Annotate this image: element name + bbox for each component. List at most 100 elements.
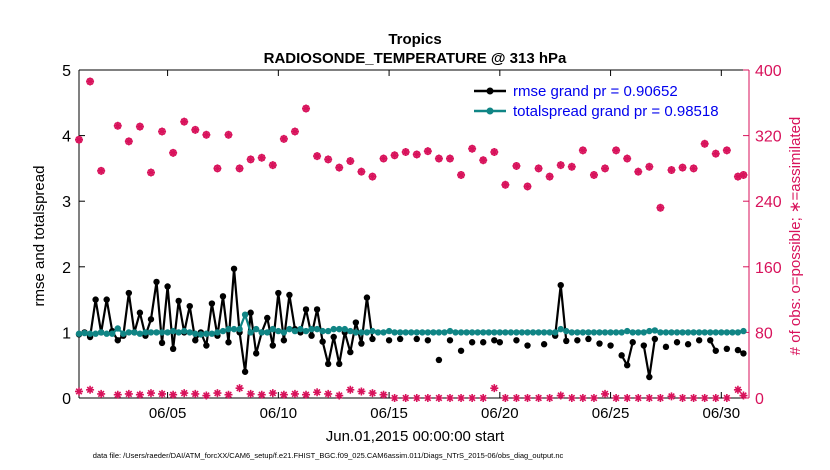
rmse-point	[208, 300, 216, 307]
rmse-point	[347, 348, 354, 356]
rmse-point	[673, 339, 681, 346]
rmse-point	[203, 342, 210, 349]
x-axis-ticks: 06/05 06/10 06/15 06/20 06/25 06/30	[149, 70, 740, 422]
totalspread-point	[169, 327, 177, 335]
y-right-tick-label: 160	[755, 260, 782, 277]
legend-spread-label: totalspread grand pr = 0.98518	[513, 103, 719, 120]
obs-assimilated-point	[689, 164, 698, 173]
totalspread-point	[491, 329, 498, 336]
obs-assimilated-point	[711, 149, 720, 158]
obs-assimilated-count-point	[346, 385, 355, 394]
obs-assimilated-count-point	[169, 390, 178, 399]
totalspread-point	[446, 327, 454, 335]
left-axis-ticks: 0 1 2 3 4 5	[62, 63, 85, 408]
totalspread-point	[286, 325, 293, 333]
y-left-tick-label: 1	[62, 325, 71, 342]
obs-assimilated-count-point	[645, 394, 654, 402]
obs-assimilated-point	[135, 122, 144, 131]
obs-assimilated-count-point	[733, 385, 742, 394]
obs-assimilated-count-point	[656, 394, 665, 402]
totalspread-point	[175, 329, 182, 336]
obs-assimilated-count-point	[324, 389, 333, 398]
totalspread-point	[684, 329, 692, 336]
y-left-tick-label: 2	[62, 260, 71, 277]
totalspread-point	[513, 329, 520, 336]
totalspread-point	[297, 325, 304, 333]
totalspread-point	[480, 329, 487, 336]
rmse-point	[153, 278, 160, 286]
rmse-point	[524, 342, 531, 349]
totalspread-point	[557, 325, 564, 333]
rmse-point	[446, 337, 454, 344]
obs-assimilated-point	[390, 151, 399, 160]
x-axis-label: Jun.01,2015 00:00:00 start	[326, 428, 505, 445]
obs-assimilated-point	[213, 164, 222, 173]
y-right-tick-label: 80	[755, 325, 773, 342]
totalspread-point	[551, 329, 559, 336]
totalspread-point	[623, 327, 631, 335]
rmse-point	[707, 337, 714, 344]
obs-assimilated-count-point	[445, 394, 454, 402]
rmse-point	[158, 339, 166, 347]
rmse-point	[313, 306, 321, 313]
totalspread-point	[313, 325, 321, 333]
rmse-point	[640, 342, 647, 349]
totalspread-point	[695, 329, 703, 336]
rmse-point	[252, 350, 260, 357]
totalspread-point	[341, 325, 348, 333]
totalspread-point	[330, 325, 337, 333]
obs-assimilated-point	[589, 170, 598, 179]
totalspread-point	[369, 327, 376, 335]
obs-assimilated-point	[246, 155, 255, 164]
rmse-point	[192, 337, 199, 344]
totalspread-point	[673, 329, 681, 336]
obs-assimilated-count-point	[490, 384, 499, 393]
obs-assimilated-point	[700, 139, 709, 148]
totalspread-point	[391, 329, 398, 336]
rmse-point	[629, 339, 636, 346]
obs-assimilated-count-point	[290, 389, 299, 398]
rmse-point	[574, 337, 581, 344]
obs-assimilated-point	[202, 130, 211, 139]
rmse-point	[435, 356, 443, 364]
totalspread-point	[308, 325, 315, 333]
rmse-point	[513, 337, 520, 344]
legend-rmse-label: rmse grand pr = 0.90652	[513, 83, 678, 100]
rmse-point	[324, 360, 332, 368]
totalspread-point	[452, 329, 459, 336]
obs-assimilated-count-point	[158, 389, 167, 398]
totalspread-point	[114, 325, 121, 332]
totalspread-point	[264, 329, 271, 336]
right-axis-ticks: 0 80 160 240 320 400	[743, 63, 782, 408]
totalspread-point	[396, 329, 404, 336]
totalspread-point	[203, 330, 210, 337]
obs-assimilated-point	[86, 77, 95, 86]
obs-assimilated-point	[479, 156, 488, 165]
y-right-tick-label: 0	[755, 391, 764, 408]
totalspread-point	[546, 329, 553, 336]
obs-assimilated-count-point	[523, 394, 532, 402]
obs-assimilated-count-point	[368, 389, 377, 398]
rmse-point	[723, 345, 731, 352]
totalspread-point	[120, 330, 127, 337]
obs-assimilated-point	[146, 168, 155, 177]
obs-assimilated-count-point	[124, 389, 133, 398]
obs-assimilated-point	[434, 154, 443, 163]
obs-assimilated-count-point	[313, 388, 322, 397]
y-left-tick-label: 4	[62, 129, 71, 146]
totalspread-point	[718, 329, 725, 336]
rmse-point	[662, 343, 670, 351]
obs-assimilated-count-point	[113, 390, 122, 399]
rmse-point	[230, 265, 238, 272]
totalspread-point	[435, 329, 443, 336]
totalspread-point	[430, 329, 437, 336]
chart-title: Tropics	[388, 31, 441, 48]
obs-assimilated-count-point	[545, 394, 554, 402]
obs-assimilated-point	[612, 146, 621, 155]
totalspread-point	[707, 329, 714, 336]
obs-assimilated-point	[335, 163, 344, 172]
totalspread-point	[186, 329, 193, 336]
rmse-point	[280, 337, 288, 344]
rmse-point	[385, 337, 393, 344]
totalspread-point	[358, 329, 365, 336]
